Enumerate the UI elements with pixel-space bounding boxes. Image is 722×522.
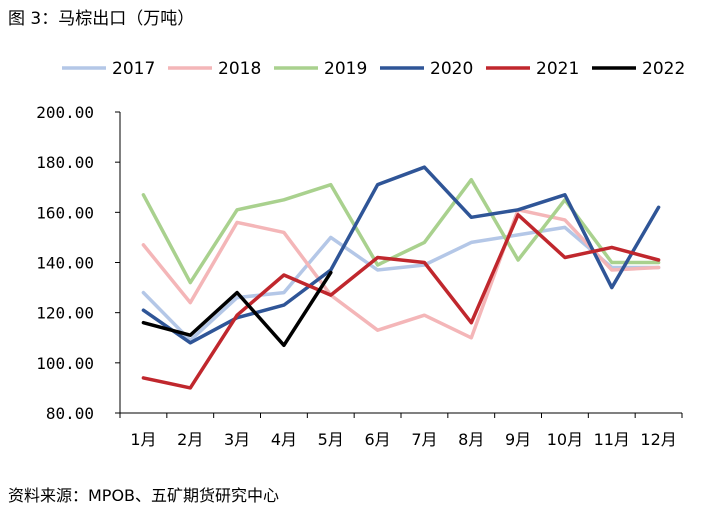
chart-legend: 2017 2018 2019 2020 2021 2022 — [62, 59, 685, 79]
legend-label-2021: 2021 — [536, 59, 579, 79]
series-line-2022 — [141, 270, 333, 348]
legend-label-2022: 2022 — [642, 59, 685, 79]
series-line-2021 — [141, 213, 661, 390]
y-tick-label: 120.00 — [36, 304, 94, 323]
series-line-2020 — [141, 165, 661, 345]
legend-label-2019: 2019 — [324, 59, 367, 79]
x-tick-label: 1月 — [130, 430, 156, 449]
series-line-2018 — [141, 208, 661, 340]
x-tick-label: 2月 — [177, 430, 203, 449]
y-tick-label: 200.00 — [36, 103, 94, 122]
y-tick-label: 140.00 — [36, 254, 94, 273]
series-line-2017 — [141, 225, 661, 343]
y-tick-label: 80.00 — [46, 404, 94, 423]
x-tick-label: 12月 — [640, 430, 676, 449]
x-tick-label: 11月 — [594, 430, 630, 449]
x-tick-label: 9月 — [505, 430, 531, 449]
figure-title: 图 3：马棕出口（万吨） — [8, 9, 195, 29]
legend-label-2017: 2017 — [112, 59, 155, 79]
chart-axes: 80.00 100.00 120.00 140.00 160.00 180.00 200.0… — [36, 103, 683, 449]
figure-source: 资料来源：MPOB、五矿期货研究中心 — [8, 486, 280, 505]
legend-label-2020: 2020 — [430, 59, 473, 79]
y-tick-label: 180.00 — [36, 153, 94, 172]
legend-label-2018: 2018 — [218, 59, 261, 79]
x-tick-label: 5月 — [318, 430, 344, 449]
y-tick-label: 100.00 — [36, 354, 94, 373]
x-tick-label: 6月 — [364, 430, 390, 449]
x-tick-label: 7月 — [411, 430, 437, 449]
x-tick-label: 8月 — [458, 430, 484, 449]
plot-series — [141, 165, 661, 390]
x-tick-label: 4月 — [271, 430, 297, 449]
x-tick-label: 3月 — [224, 430, 250, 449]
x-tick-label: 10月 — [547, 430, 583, 449]
y-tick-label: 160.00 — [36, 203, 94, 222]
